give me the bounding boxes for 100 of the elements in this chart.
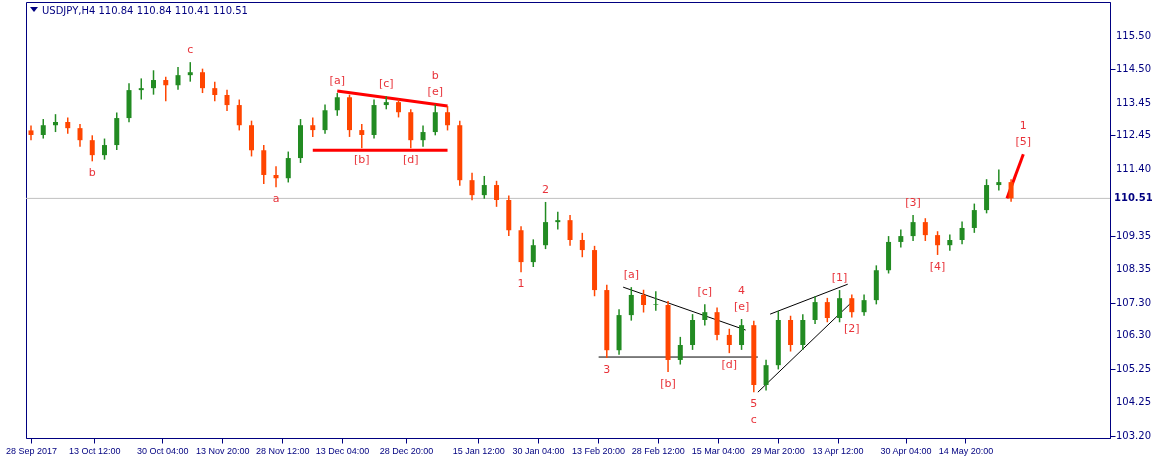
annotation: [b] bbox=[353, 153, 370, 167]
x-tick-label: 28 Sep 2017 bbox=[5, 445, 58, 456]
candlestick bbox=[65, 116, 71, 135]
candlestick bbox=[849, 293, 855, 319]
y-tick-label: 104.25 bbox=[1116, 395, 1151, 407]
x-tick-label: 14 May 20:00 bbox=[938, 445, 994, 456]
candlestick bbox=[224, 89, 230, 112]
candlestick bbox=[432, 103, 438, 137]
y-tick-label: 108.35 bbox=[1116, 262, 1151, 274]
annotation: 3 bbox=[603, 363, 611, 377]
candlestick bbox=[322, 103, 328, 135]
candlestick bbox=[40, 118, 46, 140]
candlestick bbox=[481, 175, 487, 200]
annotation: 1 bbox=[517, 277, 525, 291]
chart-title: USDJPY,H4 110.84 110.84 110.41 110.51 bbox=[42, 5, 248, 16]
x-tick-label: 28 Nov 12:00 bbox=[255, 445, 310, 456]
candlestick bbox=[212, 80, 218, 102]
candlestick bbox=[726, 328, 732, 354]
candlestick bbox=[579, 232, 585, 258]
candlestick bbox=[187, 61, 193, 83]
candlestick bbox=[151, 69, 157, 96]
candlestick bbox=[469, 171, 475, 202]
annotation: [c] bbox=[697, 285, 713, 299]
candlestick bbox=[102, 137, 108, 161]
ref-line-label: 110.51 bbox=[1114, 192, 1153, 204]
candlestick bbox=[763, 358, 769, 392]
x-tick-label: 28 Dec 20:00 bbox=[379, 445, 434, 456]
candlestick bbox=[996, 168, 1002, 192]
annotation: [d] bbox=[402, 153, 419, 167]
annotation: [e] bbox=[427, 85, 443, 99]
y-tick-label: 115.50 bbox=[1116, 30, 1151, 42]
candlestick bbox=[971, 202, 977, 234]
x-tick-label: 13 Dec 04:00 bbox=[315, 445, 370, 456]
candlestick bbox=[175, 66, 181, 91]
y-tick-label: 113.45 bbox=[1116, 96, 1151, 108]
annotation: [1] bbox=[831, 271, 848, 285]
annotation: [a] bbox=[623, 268, 639, 282]
candlestick bbox=[445, 105, 451, 132]
candlestick bbox=[163, 76, 169, 102]
candlestick bbox=[200, 67, 206, 94]
annotation: [3] bbox=[905, 195, 921, 209]
candlestick bbox=[420, 124, 426, 148]
candlestick bbox=[530, 238, 536, 268]
candlestick bbox=[567, 214, 573, 247]
candlestick bbox=[947, 233, 953, 252]
candlestick bbox=[334, 92, 340, 117]
candlestick bbox=[714, 306, 720, 341]
candlestick bbox=[77, 123, 83, 148]
annotation: 2 bbox=[542, 182, 550, 196]
x-tick-label: 15 Jan 12:00 bbox=[452, 445, 505, 456]
candlestick bbox=[959, 220, 965, 245]
candlestick bbox=[837, 289, 843, 323]
annotation: b bbox=[88, 166, 96, 180]
y-tick-label: 109.35 bbox=[1116, 230, 1151, 242]
candlestick bbox=[702, 303, 708, 327]
annotation: [4] bbox=[929, 259, 946, 273]
candlestick bbox=[285, 150, 291, 184]
annotation: 5 bbox=[750, 397, 758, 411]
x-tick-label: 30 Apr 04:00 bbox=[880, 445, 932, 456]
candlestick bbox=[641, 288, 647, 314]
annotation: c bbox=[187, 43, 194, 57]
annotation: a bbox=[272, 192, 280, 206]
candlestick bbox=[1008, 178, 1014, 203]
annotation: [a] bbox=[329, 74, 345, 88]
candlestick bbox=[653, 290, 659, 312]
candlestick bbox=[910, 214, 916, 242]
y-tick-label: 111.40 bbox=[1116, 163, 1151, 175]
annotation: 1 bbox=[1019, 119, 1027, 133]
candlestick bbox=[359, 123, 365, 150]
annotation: b bbox=[431, 69, 439, 83]
annotation: [e] bbox=[733, 300, 750, 313]
candlestick bbox=[824, 297, 830, 323]
y-tick-label: 103.20 bbox=[1116, 430, 1151, 442]
x-tick-label: 28 Feb 12:00 bbox=[631, 445, 685, 456]
x-tick-label: 13 Oct 12:00 bbox=[69, 445, 121, 456]
x-tick-label: 13 Feb 20:00 bbox=[571, 445, 625, 456]
annotation: [c] bbox=[378, 77, 394, 91]
x-tick-label: 30 Oct 04:00 bbox=[137, 445, 189, 456]
annotation: [b] bbox=[660, 377, 676, 390]
candlestick bbox=[310, 116, 316, 138]
annotation: [d] bbox=[721, 358, 738, 372]
y-tick-label: 105.25 bbox=[1116, 363, 1151, 375]
y-tick-label: 107.30 bbox=[1116, 296, 1151, 308]
candlestick bbox=[494, 180, 500, 208]
candlestick bbox=[543, 201, 549, 250]
x-tick-label: 15 Mar 04:00 bbox=[691, 445, 745, 456]
candlestick bbox=[236, 98, 242, 132]
candlestick bbox=[138, 77, 144, 101]
candlestick bbox=[861, 293, 867, 317]
candlestick bbox=[677, 336, 683, 366]
x-tick-label: 13 Nov 20:00 bbox=[195, 445, 250, 456]
y-tick-label: 112.45 bbox=[1116, 129, 1151, 141]
candlestick bbox=[812, 295, 818, 325]
x-tick-label: 13 Apr 12:00 bbox=[812, 445, 864, 456]
annotation: [5] bbox=[1015, 135, 1032, 149]
candlestick bbox=[935, 230, 941, 256]
x-tick-label: 30 Jan 04:00 bbox=[512, 445, 565, 456]
x-tick-label: 29 Mar 20:00 bbox=[751, 445, 805, 456]
candlestick bbox=[922, 217, 928, 242]
candlestick bbox=[555, 210, 561, 231]
